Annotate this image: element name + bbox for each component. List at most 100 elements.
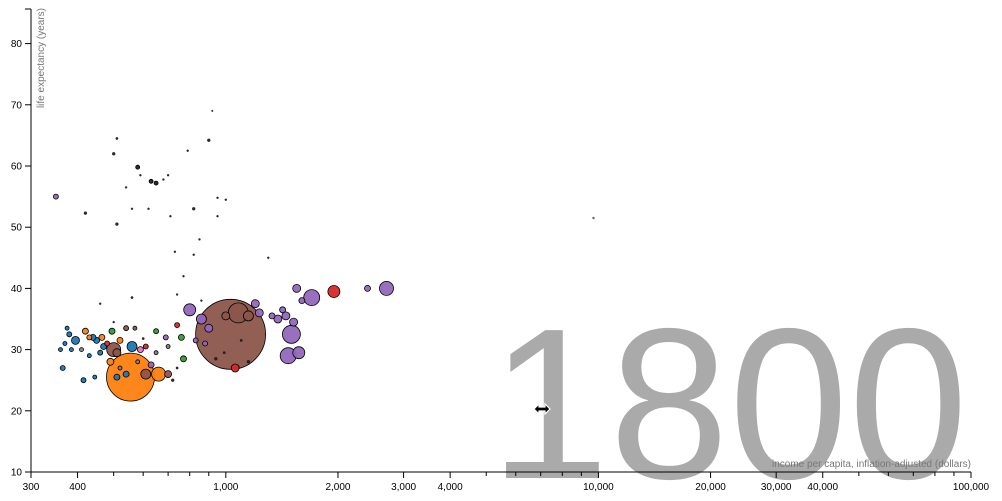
data-point	[192, 253, 195, 256]
data-point	[82, 327, 89, 335]
data-point	[204, 323, 214, 333]
data-point	[130, 296, 134, 299]
x-tick-label: 300	[23, 482, 40, 493]
data-point	[221, 311, 231, 321]
data-point	[123, 325, 129, 332]
year-label: 1800	[490, 283, 968, 501]
data-point	[364, 284, 371, 292]
data-point	[115, 222, 119, 226]
x-tick-label: 40,000	[807, 482, 838, 493]
data-point	[166, 174, 170, 177]
data-point	[327, 285, 341, 298]
x-tick-label: 400	[69, 482, 86, 493]
data-point	[292, 283, 302, 293]
data-point	[135, 359, 141, 365]
data-point	[79, 347, 84, 353]
data-point	[303, 289, 321, 307]
data-point	[153, 350, 159, 356]
resize-cursor-icon	[533, 402, 551, 416]
x-axis: 300 400 1,000 2,000 3,000 4,000 10,000 20,000 30…	[23, 471, 990, 493]
data-point	[195, 313, 207, 325]
data-point	[289, 317, 299, 327]
data-point	[175, 293, 179, 296]
data-point	[104, 340, 110, 347]
data-point	[64, 325, 70, 331]
data-point	[183, 303, 197, 317]
y-tick-label: 60	[11, 162, 23, 173]
data-point	[164, 370, 173, 379]
data-point	[153, 180, 159, 186]
data-point	[186, 149, 189, 152]
data-point	[151, 366, 167, 382]
data-point	[246, 360, 251, 364]
data-point	[71, 335, 80, 345]
data-point	[202, 340, 209, 347]
y-axis-title: life expectancy (years)	[36, 8, 47, 108]
data-point	[279, 306, 287, 314]
data-point	[148, 178, 154, 184]
data-point	[174, 322, 181, 329]
data-point	[53, 193, 59, 200]
data-point	[182, 275, 185, 278]
data-point	[592, 216, 595, 220]
data-point	[147, 361, 155, 369]
data-point	[140, 368, 152, 380]
x-tick-label: 100,000	[953, 482, 990, 493]
y-tick-label: 20	[11, 406, 23, 417]
data-point	[59, 365, 66, 371]
data-point	[216, 215, 219, 218]
data-point	[92, 374, 98, 380]
y-tick-label: 70	[11, 100, 23, 111]
data-point	[124, 186, 128, 189]
x-tick-label: 4,000	[438, 482, 463, 493]
data-point	[171, 378, 175, 382]
data-point	[115, 137, 119, 140]
data-point	[200, 299, 203, 302]
data-point	[180, 355, 187, 363]
data-point	[292, 346, 306, 360]
y-axis: 10 20 30 40 50 60 70 80	[11, 8, 32, 479]
data-point	[116, 336, 124, 344]
y-tick-label: 30	[11, 345, 23, 356]
data-point	[141, 337, 145, 340]
data-point	[112, 152, 116, 156]
data-point	[379, 280, 394, 296]
data-point	[132, 325, 138, 331]
data-point	[169, 215, 172, 218]
points-layer	[53, 109, 595, 402]
data-point	[117, 365, 123, 371]
y-tick-label: 10	[11, 468, 23, 479]
x-tick-label: 3,000	[391, 482, 416, 493]
data-point	[267, 256, 270, 259]
data-point	[58, 347, 63, 353]
data-point	[147, 207, 150, 210]
data-point	[113, 373, 121, 381]
data-point	[239, 339, 243, 342]
data-point	[99, 302, 102, 305]
x-tick-label: 1,000	[213, 482, 238, 493]
x-tick-label: 2,000	[325, 482, 350, 493]
data-point	[86, 334, 93, 341]
data-point	[112, 320, 115, 324]
data-point	[62, 341, 68, 346]
data-point	[281, 311, 291, 321]
data-point	[97, 349, 104, 356]
data-point	[254, 308, 264, 318]
data-point	[192, 337, 199, 344]
data-point	[173, 250, 177, 253]
data-point	[142, 343, 149, 350]
data-point	[281, 324, 301, 344]
data-point	[165, 344, 171, 349]
data-point	[162, 178, 165, 181]
data-point	[214, 357, 218, 361]
y-tick-label: 40	[11, 284, 23, 295]
y-tick-label: 80	[11, 39, 23, 50]
data-point	[192, 207, 196, 211]
y-tick-label: 50	[11, 223, 23, 234]
data-point	[198, 238, 201, 241]
data-point	[122, 370, 130, 378]
data-point	[175, 366, 179, 370]
data-point	[126, 341, 138, 352]
x-tick-label: 10,000	[583, 482, 614, 493]
